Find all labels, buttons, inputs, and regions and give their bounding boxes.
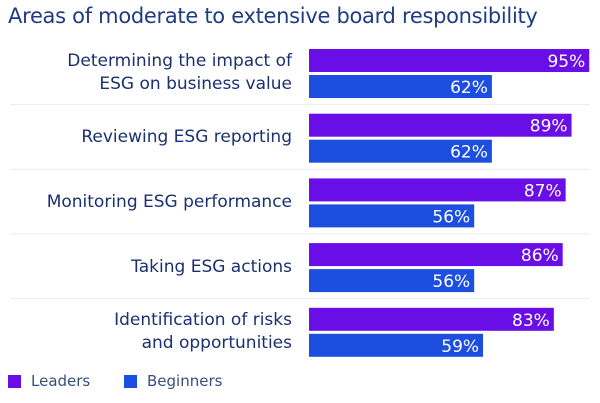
category-label-line: Taking ESG actions xyxy=(131,256,292,277)
category-label-line: Identification of risks xyxy=(114,309,292,330)
legend-label: Leaders xyxy=(31,372,91,390)
data-label: 87% xyxy=(524,181,562,201)
bar-beginners xyxy=(309,139,492,163)
bar-leaders xyxy=(309,243,563,267)
data-label: 56% xyxy=(432,207,470,227)
data-label: 56% xyxy=(432,272,470,292)
category-label-line: Reviewing ESG reporting xyxy=(81,127,292,148)
category-label-line: Monitoring ESG performance xyxy=(46,191,292,212)
category-label: Taking ESG actions xyxy=(131,256,292,279)
data-label: 62% xyxy=(450,78,488,98)
data-label: 62% xyxy=(450,143,488,163)
legend-label: Beginners xyxy=(147,372,223,390)
bar-beginners xyxy=(309,269,475,293)
category-label: Monitoring ESG performance xyxy=(47,191,292,214)
category-label: Identification of risks and opportunities xyxy=(114,309,292,355)
bar-leaders xyxy=(309,178,566,202)
bar-leaders xyxy=(309,113,572,137)
data-label: 86% xyxy=(521,246,559,266)
category-label-line: ESG on business value xyxy=(99,74,292,94)
data-label: 83% xyxy=(512,311,550,331)
category-label: Reviewing ESG reporting xyxy=(81,126,292,149)
data-label: 95% xyxy=(547,52,585,72)
legend-swatch-beginners xyxy=(124,374,137,388)
bar-beginners xyxy=(309,75,492,98)
bar-beginners xyxy=(309,204,475,228)
legend-item-leaders: Leaders xyxy=(8,372,90,390)
data-label: 59% xyxy=(441,337,479,357)
chart-title: Areas of moderate to extensive board res… xyxy=(8,4,538,28)
bar-beginners xyxy=(309,333,484,357)
bar-leaders xyxy=(309,49,590,72)
category-label-line: and opportunities xyxy=(141,332,292,353)
category-label-line: Determining the impact of xyxy=(67,51,292,71)
data-label: 89% xyxy=(530,117,568,137)
legend-swatch-leaders xyxy=(8,374,21,388)
bar-leaders xyxy=(309,307,554,331)
category-label: Determining the impact of ESG on business… xyxy=(67,50,292,96)
legend-item-beginners: Beginners xyxy=(124,372,222,390)
